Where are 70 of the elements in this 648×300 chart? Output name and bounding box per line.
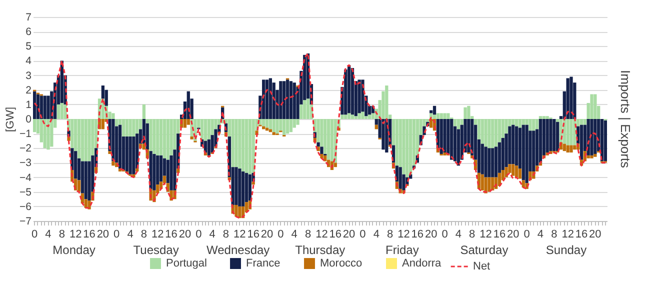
x-tick-label: 8 (222, 228, 230, 240)
text: Monday (52, 243, 96, 257)
y-tick-label: 7 (26, 12, 32, 24)
y-tick-label: 5 (26, 40, 32, 53)
x-tick-label: 20 (589, 228, 602, 240)
x-tick-label: 8 (469, 228, 476, 240)
y-tick-label: 6 (26, 26, 32, 38)
x-tick-label: 20 (260, 228, 274, 240)
x-tick-label: 12 (69, 228, 82, 240)
y-tick-label: 1 (26, 98, 32, 111)
x-tick-label: 16 (493, 228, 506, 240)
x-tick-label: 12 (398, 228, 410, 240)
legend-label: Morocco (320, 258, 362, 270)
x-tick-label: 4 (45, 228, 52, 240)
x-tick-label: 16 (165, 228, 178, 240)
x-tick-label: 16 (247, 228, 260, 240)
y-tick-label: −3 (20, 157, 32, 170)
x-tick-label: 20 (178, 228, 192, 240)
x-tick-label: 12 (480, 228, 492, 240)
x-tick-label: 0 (196, 228, 202, 240)
text: Thursday (295, 243, 346, 257)
x-tick-label: 8 (551, 228, 558, 240)
x-tick-label: 0 (278, 228, 284, 240)
x-tick-label: 4 (127, 228, 134, 240)
x-tick-label: 4 (537, 228, 544, 240)
x-tick-label: 16 (411, 228, 424, 240)
legend-label: France (246, 258, 280, 270)
text: Friday (386, 243, 419, 257)
y-tick-label: −7 (20, 216, 32, 228)
y-tick-label: −1 (20, 128, 32, 140)
x-tick-label: 4 (291, 228, 298, 240)
x-tick-label: 0 (524, 228, 530, 240)
x-tick-label: 16 (83, 228, 96, 240)
legend-label: Andorra (402, 258, 442, 270)
x-tick-label: 16 (575, 228, 588, 240)
x-tick-label: 12 (152, 228, 164, 240)
x-tick-label: 4 (455, 228, 462, 240)
legend-label: Portugal (166, 258, 207, 270)
y-tick-label: 4 (26, 55, 32, 68)
x-tick-label: 16 (329, 228, 342, 240)
x-tick-label: 20 (424, 228, 438, 240)
text: Sunday (546, 243, 587, 257)
y-tick-label: −6 (20, 200, 32, 213)
x-tick-label: 20 (96, 228, 110, 240)
x-tick-label: 12 (234, 228, 246, 240)
x-tick-label: 12 (316, 228, 328, 240)
y-tick-label: 0 (26, 114, 32, 126)
x-tick-label: 20 (342, 228, 356, 240)
x-tick-label: 4 (209, 228, 216, 240)
x-tick-label: 8 (140, 228, 148, 240)
y2-axis-title: Imports | Exports (618, 70, 633, 169)
x-tick-label: 8 (304, 228, 312, 240)
y-tick-label: 3 (26, 70, 32, 82)
x-tick-label: 20 (507, 228, 520, 240)
y-tick-label: −2 (20, 142, 32, 155)
text: Saturday (460, 243, 508, 257)
y-axis-title: [GW] (4, 106, 17, 132)
x-tick-label: 0 (114, 228, 120, 240)
x-tick-label: 0 (442, 228, 448, 240)
x-tick-label: 0 (360, 228, 366, 240)
x-tick-label: 8 (58, 228, 65, 240)
x-tick-label: 8 (387, 228, 394, 240)
y-tick-label: 2 (26, 84, 32, 96)
text: Wednesday (206, 243, 270, 257)
y-tick-label: −5 (20, 186, 32, 198)
y-tick-label: −4 (20, 172, 32, 184)
x-tick-label: 12 (562, 228, 574, 240)
text: Tuesday (133, 243, 179, 257)
x-tick-label: 4 (373, 228, 380, 240)
legend-label: Net (473, 260, 490, 272)
